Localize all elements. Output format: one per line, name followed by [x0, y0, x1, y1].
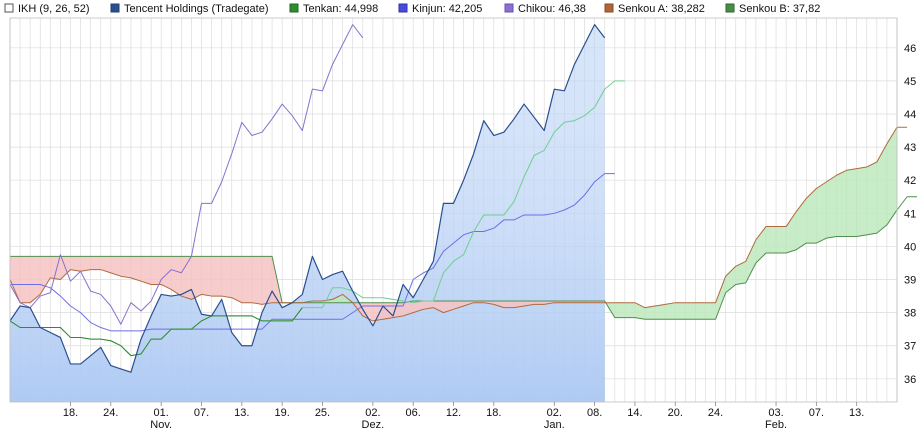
x-tick-label: 03. — [768, 407, 783, 419]
x-tick-label: 20. — [668, 407, 683, 419]
kumo-segment — [181, 256, 192, 300]
x-tick-label: 13. — [234, 407, 249, 419]
x-tick-label: 14. — [627, 407, 642, 419]
y-tick-label: 40 — [904, 241, 916, 253]
kumo-segment — [90, 256, 101, 270]
kumo-segment — [654, 304, 666, 320]
legend-swatch — [289, 3, 299, 13]
x-tick-label: 01. — [154, 407, 169, 419]
kumo-segment — [816, 181, 827, 244]
kumo-segment — [251, 256, 263, 305]
kumo-segment — [231, 256, 242, 303]
legend-swatch — [398, 3, 408, 13]
x-tick-label: 18. — [486, 407, 501, 419]
legend-swatch — [110, 3, 120, 13]
y-tick-label: 37 — [904, 341, 916, 353]
y-tick-label: 39 — [904, 275, 916, 287]
y-tick-label: 38 — [904, 308, 916, 320]
x-tick-label: 18. — [63, 407, 78, 419]
kumo-segment — [70, 256, 81, 272]
kumo-segment — [775, 226, 787, 254]
senkou-a-line — [9, 126, 908, 322]
y-tick-label: 46 — [904, 43, 916, 55]
kumo-segment — [80, 256, 91, 272]
legend-entry: IKH (9, 26, 52) — [18, 3, 90, 15]
kumo-segment — [161, 256, 172, 290]
kumo-segment — [614, 302, 626, 318]
kumo-segment — [19, 256, 31, 303]
month-label: Dez. — [362, 419, 385, 430]
x-tick-label: 24. — [708, 407, 723, 419]
y-tick-label: 45 — [904, 76, 916, 88]
month-label: Feb. — [765, 419, 787, 430]
x-tick-label: 13. — [849, 407, 864, 419]
x-tick-label: 08. — [587, 407, 602, 419]
x-tick-label: 19. — [274, 407, 289, 419]
month-label: Nov. — [150, 419, 172, 430]
kumo-segment — [241, 256, 253, 303]
kumo-segment — [644, 305, 656, 320]
kumo-segment — [120, 256, 132, 279]
x-tick-label: 02. — [365, 407, 380, 419]
kumo-segment — [856, 166, 867, 237]
x-tick-label: 07. — [809, 407, 824, 419]
kumo-segment — [211, 256, 222, 297]
x-tick-label: 24. — [103, 407, 118, 419]
x-tick-label: 25. — [315, 407, 330, 419]
senkou-b-line — [10, 196, 917, 320]
x-tick-label: 06. — [406, 407, 421, 419]
kumo-segment — [261, 256, 273, 305]
price-line — [9, 24, 606, 373]
kumo-segment — [826, 174, 837, 239]
legend-swatch — [504, 3, 514, 13]
kumo-segment — [866, 161, 877, 236]
indicator-lines — [9, 24, 917, 373]
y-tick-label: 44 — [904, 109, 916, 121]
kumo-segment — [221, 256, 232, 298]
kumo-segment — [675, 302, 686, 320]
x-tick-label: 02. — [547, 407, 562, 419]
kumo-segment — [685, 302, 696, 320]
legend-entry: Senkou A: 38,282 — [618, 3, 705, 15]
kumo-segment — [201, 256, 212, 297]
kumo-segment — [372, 302, 384, 322]
y-tick-label: 41 — [904, 208, 916, 220]
legend: IKH (9, 26, 52) Tencent Holdings (Tradega… — [4, 3, 820, 15]
kumo-segment — [150, 256, 162, 285]
legend-entry: Tenkan: 44,998 — [303, 3, 378, 15]
kumo-segment — [836, 170, 847, 237]
kumo-segment — [503, 300, 515, 308]
axes: 36 37 38 39 40 41 42 43 44 45 46 18. 24. 01. 07. 13. 19.… — [9, 17, 916, 430]
kumo-segment — [140, 256, 152, 285]
kumo-segment — [624, 302, 636, 318]
legend-swatch — [604, 3, 614, 13]
kumo-segment — [846, 168, 857, 237]
kumo-segment — [665, 302, 676, 320]
y-tick-label: 42 — [904, 175, 916, 187]
legend-entry: Tencent Holdings (Tradegate) — [124, 3, 269, 15]
month-label: Jan. — [544, 419, 565, 430]
legend-swatch — [725, 3, 735, 13]
kumo-segment — [130, 256, 142, 282]
kumo-segment — [705, 302, 716, 320]
kumo-segment — [695, 302, 706, 320]
y-tick-label: 36 — [904, 374, 916, 386]
chikou-line — [9, 24, 364, 325]
x-tick-label: 07. — [194, 407, 209, 419]
y-tick-label: 43 — [904, 142, 916, 154]
legend-entry: Kinjun: 42,205 — [412, 3, 482, 15]
x-tick-label: 12. — [446, 407, 461, 419]
legend-entry: Senkou B: 37,82 — [739, 3, 820, 15]
kumo-segment — [765, 226, 777, 254]
tenkan-line-early — [9, 307, 303, 357]
legend-swatch — [4, 3, 14, 13]
kijun-line — [10, 173, 615, 332]
legend-entry: Chikou: 46,38 — [518, 3, 586, 15]
